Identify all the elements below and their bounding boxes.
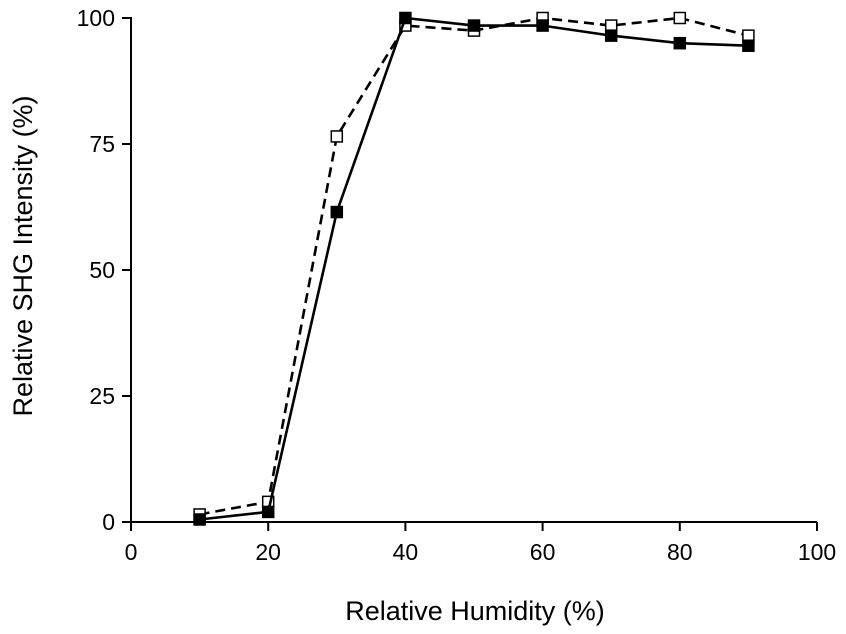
y-axis-title: Relative SHG Intensity (%) [8,95,38,416]
data-point [193,513,206,526]
x-tick-label: 20 [255,539,281,565]
axes [130,17,817,523]
ticks [122,17,818,531]
data-point [673,36,687,50]
data-point [467,19,481,32]
data-point [742,39,755,52]
data-point [399,11,412,25]
data-point [330,130,344,143]
x-tick-label: 80 [667,539,693,565]
x-tick-label: 100 [798,539,836,565]
y-tick-label: 100 [77,5,115,31]
series-solid-filled-square [193,11,755,526]
series-dashed-open-square [193,11,755,521]
data-point [261,505,275,519]
series-layer [193,11,755,526]
x-tick-label: 60 [530,539,556,565]
data-point [604,29,618,42]
x-tick-label: 0 [125,539,138,565]
y-tick-label: 25 [89,383,115,409]
data-point [330,205,344,219]
series-line [199,16,749,521]
data-point [673,11,687,25]
y-tick-label: 0 [102,509,115,535]
x-tick-label: 40 [393,539,419,565]
series-line [199,16,749,516]
y-tick-label: 75 [89,131,115,157]
x-axis-title: Relative Humidity (%) [345,596,605,626]
data-point [536,19,549,32]
tick-labels: 0 20 40 60 80 100 0 25 50 75 100 [77,5,837,565]
y-tick-label: 50 [89,257,115,283]
